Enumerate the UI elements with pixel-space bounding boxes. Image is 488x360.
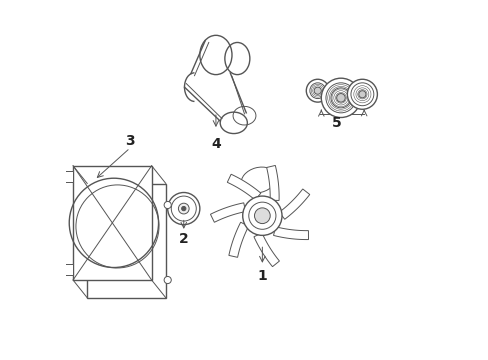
Circle shape — [346, 79, 377, 109]
Circle shape — [181, 206, 185, 211]
Text: 4: 4 — [211, 137, 221, 151]
Circle shape — [254, 208, 270, 224]
Polygon shape — [266, 166, 279, 201]
Polygon shape — [87, 184, 165, 298]
Circle shape — [164, 202, 171, 208]
Polygon shape — [279, 189, 309, 219]
Circle shape — [242, 196, 282, 235]
Circle shape — [305, 79, 328, 102]
Text: 1: 1 — [257, 269, 266, 283]
Ellipse shape — [241, 167, 276, 193]
Circle shape — [336, 94, 345, 102]
Circle shape — [167, 193, 200, 225]
Circle shape — [358, 91, 365, 98]
Circle shape — [321, 78, 360, 117]
Text: 3: 3 — [125, 134, 135, 148]
Text: 5: 5 — [331, 116, 341, 130]
Polygon shape — [64, 171, 73, 182]
Circle shape — [178, 203, 189, 214]
Polygon shape — [64, 264, 73, 275]
Circle shape — [164, 276, 171, 284]
Polygon shape — [73, 166, 151, 280]
Text: 2: 2 — [179, 232, 188, 246]
Circle shape — [313, 87, 321, 94]
Polygon shape — [273, 227, 308, 239]
Polygon shape — [227, 174, 260, 200]
Polygon shape — [228, 222, 248, 257]
Polygon shape — [210, 203, 245, 222]
Polygon shape — [253, 233, 279, 267]
